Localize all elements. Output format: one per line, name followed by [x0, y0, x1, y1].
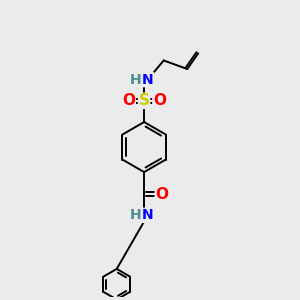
Text: O: O [122, 93, 135, 108]
Text: S: S [139, 93, 150, 108]
Text: O: O [155, 187, 168, 202]
Text: O: O [153, 93, 166, 108]
Text: H: H [130, 208, 142, 222]
Text: N: N [142, 208, 154, 222]
Text: H: H [130, 73, 142, 87]
Text: N: N [142, 73, 154, 87]
